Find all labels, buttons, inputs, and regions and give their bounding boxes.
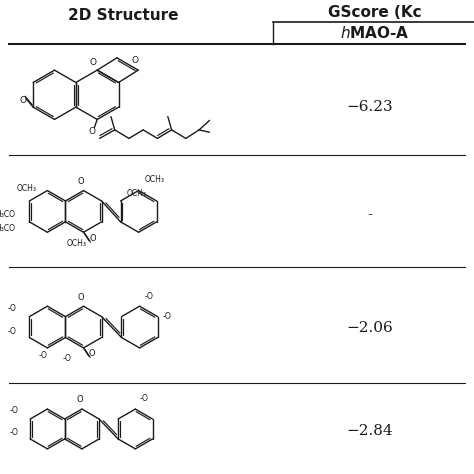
Text: −2.06: −2.06 xyxy=(346,321,393,336)
Text: -O: -O xyxy=(9,406,18,415)
Text: $\mathit{h}$MAO-A: $\mathit{h}$MAO-A xyxy=(340,25,409,41)
Text: -O: -O xyxy=(7,327,16,336)
Text: O: O xyxy=(19,96,26,104)
Text: O: O xyxy=(131,56,138,64)
Text: -O: -O xyxy=(7,304,16,313)
Text: O: O xyxy=(78,292,84,301)
Text: O: O xyxy=(90,234,96,243)
Text: OCH₃: OCH₃ xyxy=(126,189,146,198)
Text: OCH₃: OCH₃ xyxy=(66,239,86,248)
Text: O: O xyxy=(89,127,96,136)
Text: -O: -O xyxy=(163,312,171,321)
Text: GScore (Kc: GScore (Kc xyxy=(328,5,421,20)
Text: −6.23: −6.23 xyxy=(346,100,393,114)
Text: H₃CO: H₃CO xyxy=(0,224,15,233)
Text: H₃CO: H₃CO xyxy=(0,210,15,219)
Text: -O: -O xyxy=(63,354,72,363)
Text: -O: -O xyxy=(144,292,153,301)
Text: O: O xyxy=(89,349,95,358)
Text: -O: -O xyxy=(9,428,18,437)
Text: OCH₃: OCH₃ xyxy=(144,175,164,184)
Text: OCH₃: OCH₃ xyxy=(17,183,37,192)
Text: O: O xyxy=(78,177,84,186)
Text: -: - xyxy=(367,208,372,222)
Text: O: O xyxy=(90,58,97,67)
Text: O: O xyxy=(76,395,83,404)
Text: -O: -O xyxy=(38,351,47,360)
Text: -O: -O xyxy=(140,394,149,403)
Text: 2D Structure: 2D Structure xyxy=(68,8,179,23)
Text: −2.84: −2.84 xyxy=(346,424,393,438)
